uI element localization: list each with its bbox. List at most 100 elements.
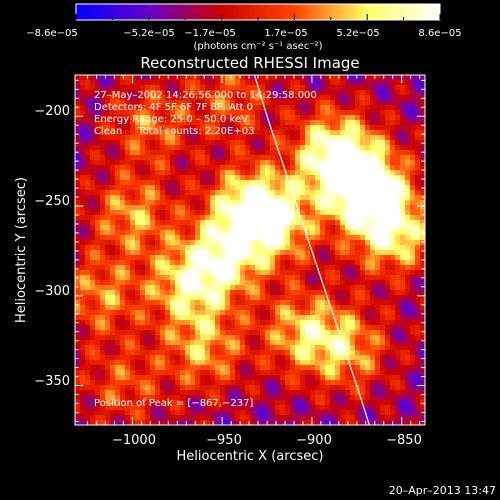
heatmap-cell — [80, 185, 86, 191]
heatmap-cell — [140, 170, 146, 176]
heatmap-cell — [90, 230, 96, 236]
heatmap-cell — [155, 290, 161, 296]
heatmap-cell — [115, 230, 121, 236]
heatmap-cell — [405, 230, 411, 236]
heatmap-cell — [270, 295, 276, 301]
heatmap-cell — [165, 350, 171, 356]
heatmap-cell — [340, 210, 346, 216]
heatmap-cell — [225, 215, 231, 221]
heatmap-cell — [145, 190, 151, 196]
heatmap-cell — [135, 135, 141, 141]
heatmap-cell — [340, 190, 346, 196]
heatmap-cell — [205, 135, 211, 141]
heatmap-cell — [240, 350, 246, 356]
heatmap-cell — [225, 85, 231, 91]
heatmap-cell — [85, 375, 91, 381]
heatmap-cell — [355, 145, 361, 151]
heatmap-cell — [400, 240, 406, 246]
heatmap-cell — [170, 110, 176, 116]
heatmap-cell — [155, 400, 161, 406]
heatmap-cell — [165, 220, 171, 226]
heatmap-cell — [295, 335, 301, 341]
heatmap-cell — [280, 95, 286, 101]
heatmap-cell — [140, 255, 146, 261]
heatmap-cell — [310, 160, 316, 166]
heatmap-cell — [235, 125, 241, 131]
heatmap-cell — [135, 85, 141, 91]
heatmap-cell — [305, 95, 311, 101]
heatmap-cell — [330, 85, 336, 91]
heatmap-cell — [265, 420, 271, 425]
heatmap-cell — [175, 305, 181, 311]
heatmap-cell — [150, 90, 156, 96]
heatmap-cell — [180, 275, 186, 281]
heatmap-cell — [400, 145, 406, 151]
heatmap-cell — [395, 290, 401, 296]
heatmap-cell — [135, 75, 141, 81]
heatmap-cell — [75, 270, 81, 276]
heatmap-cell — [345, 105, 351, 111]
heatmap-cell — [245, 105, 251, 111]
heatmap-cell — [155, 350, 161, 356]
heatmap-cell — [370, 290, 376, 296]
heatmap-cell — [130, 205, 136, 211]
heatmap-cell — [240, 300, 246, 306]
heatmap-cell — [110, 155, 116, 161]
heatmap-cell — [205, 320, 211, 326]
heatmap-cell — [220, 355, 226, 361]
heatmap-cell — [210, 150, 216, 156]
heatmap-cell — [320, 310, 326, 316]
heatmap-cell — [310, 180, 316, 186]
heatmap-cell — [140, 105, 146, 111]
heatmap-cell — [155, 80, 161, 86]
heatmap-cell — [210, 355, 216, 361]
heatmap-cell — [125, 295, 131, 301]
heatmap-cell — [130, 355, 136, 361]
heatmap-cell — [280, 170, 286, 176]
heatmap-cell — [155, 285, 161, 291]
heatmap-cell — [180, 405, 186, 411]
heatmap-cell — [215, 410, 221, 416]
heatmap-cell — [165, 245, 171, 251]
heatmap-cell — [215, 315, 221, 321]
heatmap-cell — [230, 240, 236, 246]
heatmap-cell — [285, 215, 291, 221]
heatmap-cell — [195, 415, 201, 421]
heatmap-cell — [85, 225, 91, 231]
heatmap-cell — [400, 160, 406, 166]
heatmap-cell — [210, 140, 216, 146]
heatmap-cell — [400, 75, 406, 81]
heatmap-cell — [245, 195, 251, 201]
heatmap-cell — [205, 200, 211, 206]
heatmap-cell — [240, 370, 246, 376]
heatmap-cell — [290, 295, 296, 301]
heatmap-cell — [275, 120, 281, 126]
heatmap-cell — [395, 165, 401, 171]
heatmap-cell — [370, 260, 376, 266]
heatmap-cell — [80, 205, 86, 211]
heatmap-cell — [210, 200, 216, 206]
heatmap-cell — [390, 220, 396, 226]
heatmap-cell — [355, 415, 361, 421]
heatmap-cell — [385, 125, 391, 131]
heatmap-cell — [180, 270, 186, 276]
heatmap-cell — [185, 195, 191, 201]
heatmap-cell — [145, 140, 151, 146]
heatmap-cell — [305, 90, 311, 96]
heatmap-cell — [295, 170, 301, 176]
heatmap-cell — [420, 245, 425, 251]
heatmap-cell — [365, 155, 371, 161]
heatmap-cell — [135, 205, 141, 211]
heatmap-cell — [250, 100, 256, 106]
heatmap-cell — [350, 140, 356, 146]
heatmap-cell — [190, 190, 196, 196]
heatmap-cell — [85, 350, 91, 356]
heatmap-cell — [265, 350, 271, 356]
heatmap-cell — [105, 215, 111, 221]
heatmap-cell — [220, 215, 226, 221]
heatmap-cell — [130, 215, 136, 221]
heatmap-cell — [260, 395, 266, 401]
heatmap-cell — [105, 315, 111, 321]
heatmap-cell — [85, 165, 91, 171]
heatmap-cell — [90, 300, 96, 306]
